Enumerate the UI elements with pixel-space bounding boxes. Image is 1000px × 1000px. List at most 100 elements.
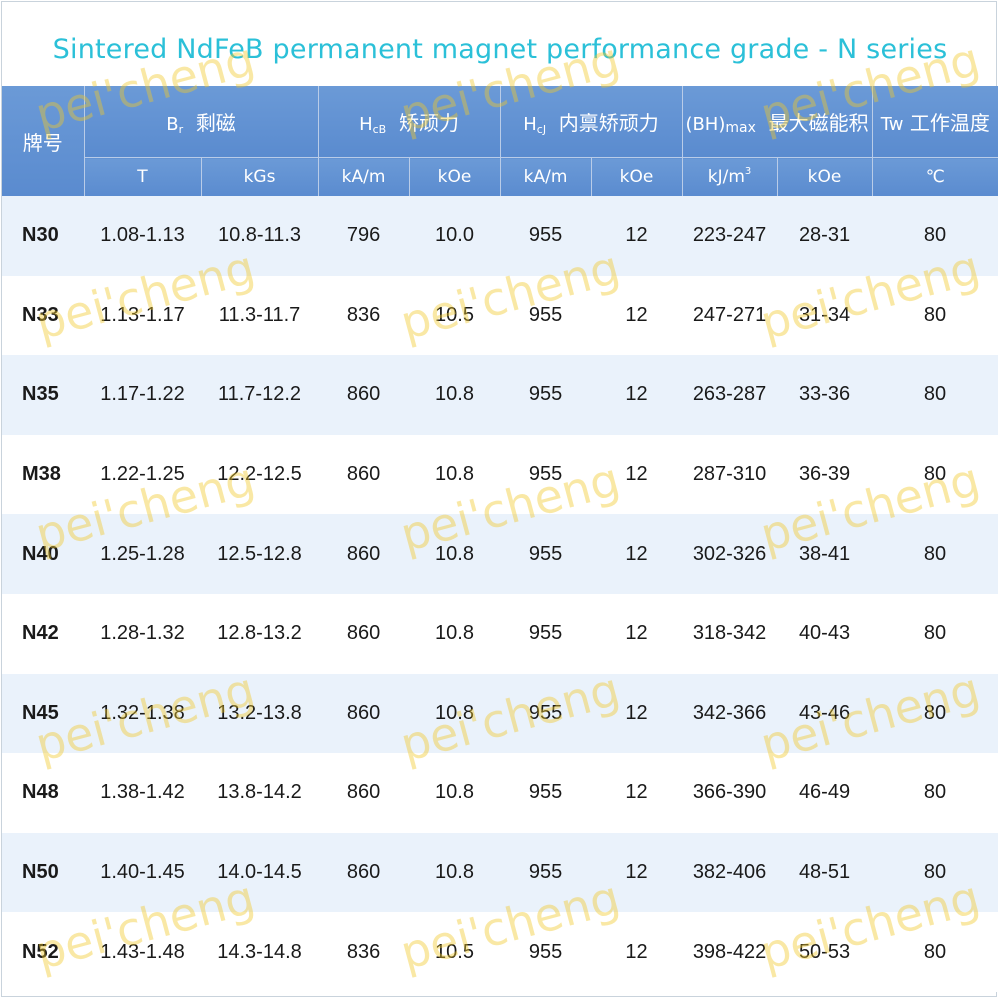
cell-bh-kjm3: 398-422: [682, 912, 778, 992]
cell-grade: N33: [2, 275, 84, 356]
cell-grade: N48: [2, 753, 84, 833]
cell-br-t: 1.40-1.45: [84, 832, 201, 913]
cell-br-kgs: 11.3-11.7: [201, 275, 319, 356]
table-row: N45 1.32-1.38 13.2-13.8 860 10.8 955 12 342-366…: [2, 673, 999, 754]
hcj-symbol: H: [523, 114, 537, 135]
cell-tw-celsius: 80: [872, 673, 999, 754]
cell-hcj-koe: 12: [591, 753, 683, 833]
cell-hcb-koe: 10.8: [409, 753, 501, 833]
cell-bh-koe: 38-41: [777, 514, 873, 594]
cell-hcj-kam: 955: [500, 275, 592, 356]
cell-bh-koe: 50-53: [777, 912, 873, 992]
cell-hcb-koe: 10.8: [409, 673, 501, 754]
cell-hcb-kam: 860: [318, 355, 410, 435]
cell-hcb-koe: 10.8: [409, 832, 501, 913]
cell-hcj-kam: 955: [500, 355, 592, 435]
cell-hcb-koe: 10.5: [409, 275, 501, 356]
hcb-subscript: cB: [372, 123, 387, 136]
grade-column-header: 牌号: [2, 86, 85, 196]
cell-br-kgs: 13.2-13.8: [201, 673, 319, 754]
cell-hcb-kam: 860: [318, 514, 410, 594]
cell-bh-koe: 46-49: [777, 753, 873, 833]
tw-header: Tw 工作温度: [872, 86, 999, 158]
cell-br-kgs: 10.8-11.3: [201, 196, 319, 276]
hcj-label: 内禀矫顽力: [558, 111, 659, 135]
table-row: N52 1.43-1.48 14.3-14.8 836 10.5 955 12 398-422…: [2, 912, 999, 992]
cell-tw-celsius: 80: [872, 275, 999, 356]
br-symbol: B: [166, 114, 179, 135]
cell-hcj-koe: 12: [591, 912, 683, 992]
cell-bh-koe: 36-39: [777, 434, 873, 515]
cell-bh-kjm3: 342-366: [682, 673, 778, 754]
cell-hcb-koe: 10.8: [409, 514, 501, 594]
unit-hcb-kam: kA/m: [318, 157, 410, 196]
page-title: Sintered NdFeB permanent magnet performa…: [52, 34, 948, 65]
cell-bh-kjm3: 366-390: [682, 753, 778, 833]
cell-bh-koe: 43-46: [777, 673, 873, 754]
unit-hcj-kam: kA/m: [500, 157, 592, 196]
cell-hcj-koe: 12: [591, 593, 683, 674]
cell-grade: M38: [2, 434, 84, 515]
cell-tw-celsius: 80: [872, 434, 999, 515]
cell-bh-kjm3: 318-342: [682, 593, 778, 674]
cell-hcj-koe: 12: [591, 832, 683, 913]
cell-hcb-kam: 796: [318, 196, 410, 276]
cell-hcb-kam: 860: [318, 753, 410, 833]
table-header: 牌号 Br 剩磁 HcB 矫顽力 HcJ 内禀矫顽力 (BH)max 最大磁能积…: [2, 86, 999, 196]
cell-br-t: 1.38-1.42: [84, 753, 201, 833]
cell-bh-koe: 40-43: [777, 593, 873, 674]
cell-hcj-kam: 955: [500, 673, 592, 754]
cell-grade: N40: [2, 514, 84, 594]
hcb-header: HcB 矫顽力: [318, 86, 501, 158]
cell-hcj-kam: 955: [500, 514, 592, 594]
cell-tw-celsius: 80: [872, 514, 999, 594]
cell-grade: N35: [2, 355, 84, 435]
br-header: Br 剩磁: [84, 86, 319, 158]
table-row: M38 1.22-1.25 12.2-12.5 860 10.8 955 12 287-310…: [2, 434, 999, 515]
unit-bh-koe: kOe: [777, 157, 873, 196]
cell-br-t: 1.22-1.25: [84, 434, 201, 515]
cell-hcj-kam: 955: [500, 196, 592, 276]
unit-br-kgs: kGs: [201, 157, 319, 196]
cell-hcj-kam: 955: [500, 912, 592, 992]
table-row: N40 1.25-1.28 12.5-12.8 860 10.8 955 12 302-326…: [2, 514, 999, 594]
cell-br-t: 1.32-1.38: [84, 673, 201, 754]
cell-hcb-koe: 10.5: [409, 912, 501, 992]
hcb-label: 矫顽力: [398, 111, 459, 135]
cell-bh-koe: 33-36: [777, 355, 873, 435]
cell-grade: N45: [2, 673, 84, 754]
unit-bh-superscript: 3: [744, 166, 752, 177]
cell-bh-kjm3: 223-247: [682, 196, 778, 276]
cell-hcb-kam: 836: [318, 275, 410, 356]
cell-tw-celsius: 80: [872, 196, 999, 276]
cell-br-kgs: 12.8-13.2: [201, 593, 319, 674]
cell-hcj-kam: 955: [500, 832, 592, 913]
unit-bh-kjm3: kJ/m3: [682, 157, 778, 196]
bhmax-header: (BH)max 最大磁能积: [682, 86, 873, 158]
cell-hcj-koe: 12: [591, 514, 683, 594]
cell-bh-koe: 31-34: [777, 275, 873, 356]
cell-bh-kjm3: 287-310: [682, 434, 778, 515]
unit-bh-kjm: kJ/m: [707, 167, 745, 187]
hcj-header: HcJ 内禀矫顽力: [500, 86, 683, 158]
bh-subscript: max: [725, 120, 756, 136]
cell-hcb-kam: 836: [318, 912, 410, 992]
cell-tw-celsius: 80: [872, 593, 999, 674]
cell-br-kgs: 12.5-12.8: [201, 514, 319, 594]
cell-bh-koe: 48-51: [777, 832, 873, 913]
cell-hcj-kam: 955: [500, 753, 592, 833]
cell-hcb-kam: 860: [318, 434, 410, 515]
cell-br-t: 1.08-1.13: [84, 196, 201, 276]
cell-hcb-kam: 860: [318, 832, 410, 913]
cell-br-t: 1.43-1.48: [84, 912, 201, 992]
cell-hcb-koe: 10.0: [409, 196, 501, 276]
cell-tw-celsius: 80: [872, 355, 999, 435]
table-row: N50 1.40-1.45 14.0-14.5 860 10.8 955 12 382-406…: [2, 832, 999, 913]
cell-hcj-koe: 12: [591, 673, 683, 754]
table-row: N48 1.38-1.42 13.8-14.2 860 10.8 955 12 366-390…: [2, 753, 999, 833]
cell-br-kgs: 14.0-14.5: [201, 832, 319, 913]
cell-hcj-koe: 12: [591, 434, 683, 515]
tw-label: 工作温度: [909, 111, 990, 135]
unit-tw-celsius: ℃: [872, 157, 999, 196]
cell-br-t: 1.13-1.17: [84, 275, 201, 356]
